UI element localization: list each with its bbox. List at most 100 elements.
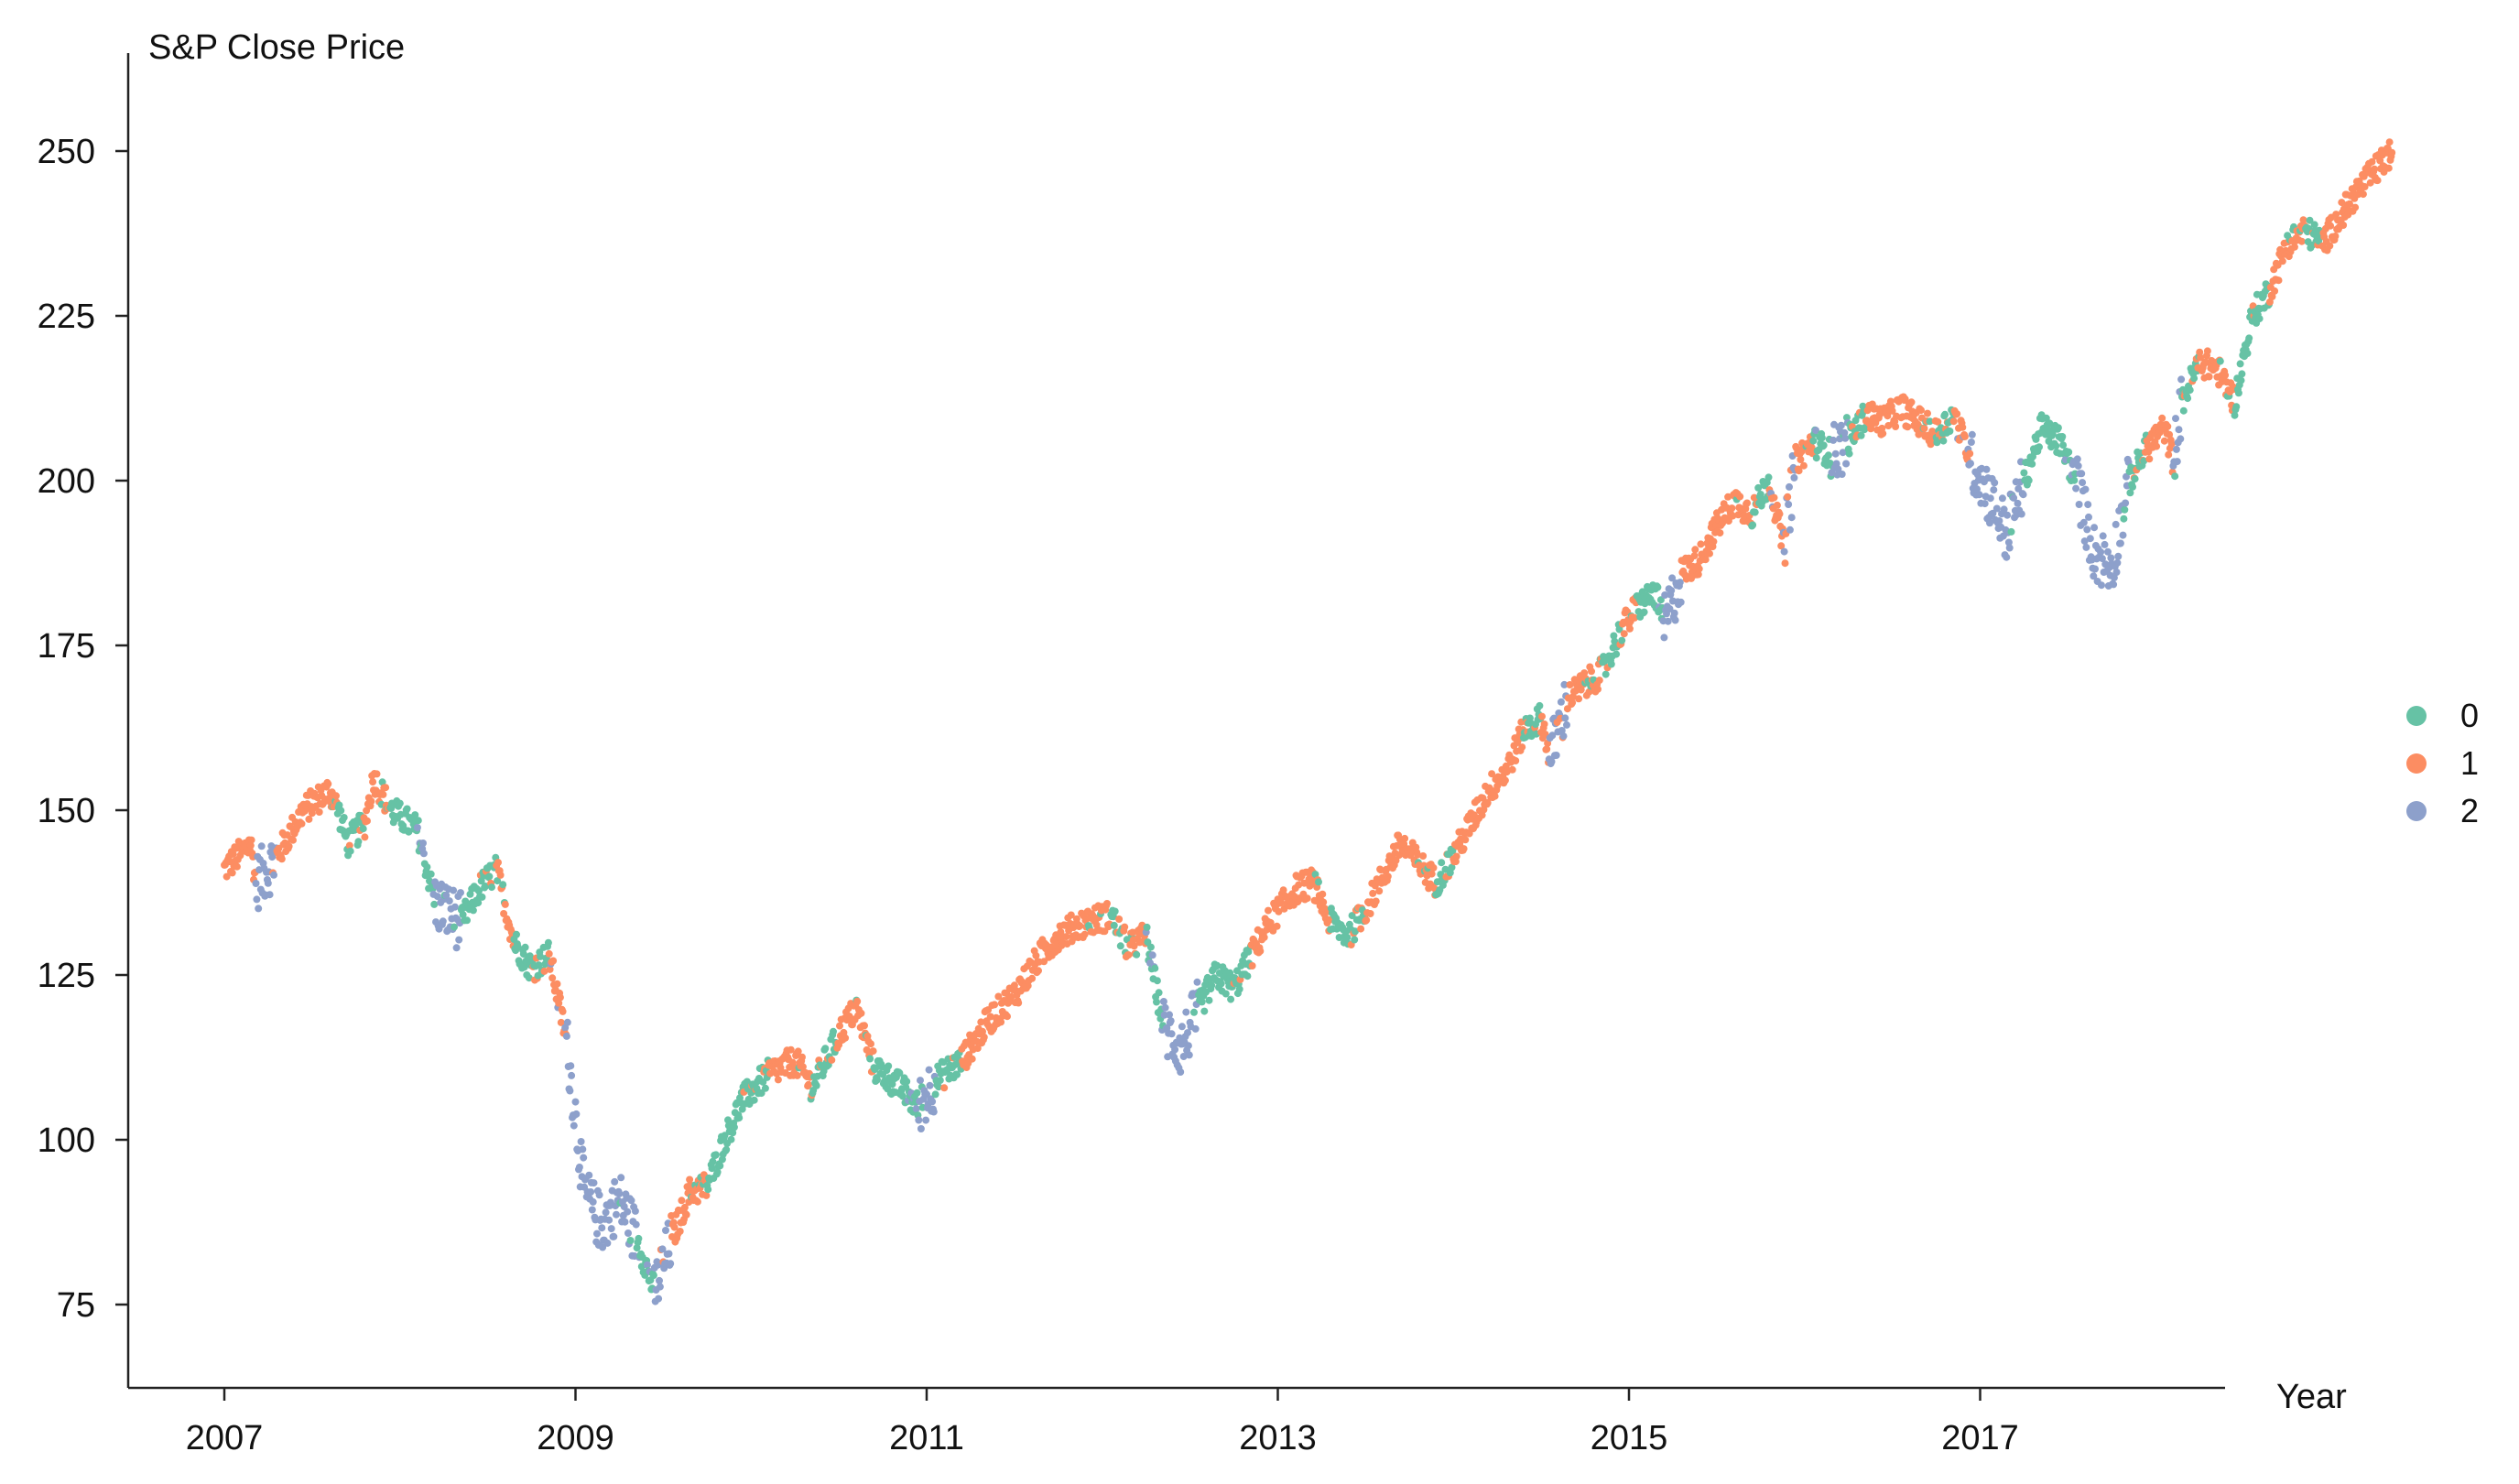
scatter-point <box>1924 409 1931 417</box>
scatter-point <box>559 1007 567 1015</box>
scatter-point <box>379 790 387 798</box>
scatter-point <box>1973 485 1981 493</box>
scatter-point <box>2297 237 2306 245</box>
scatter-point <box>2172 415 2179 423</box>
scatter-point <box>2112 569 2121 576</box>
scatter-point <box>743 1078 751 1086</box>
scatter-point <box>354 838 363 846</box>
scatter-point <box>577 1138 585 1145</box>
x-tick-label: 2011 <box>889 1419 964 1457</box>
scatter-point <box>2059 441 2068 450</box>
scatter-point <box>828 1056 836 1064</box>
scatter-point <box>2221 371 2230 379</box>
scatter-point <box>928 1098 937 1106</box>
scatter-point <box>566 1087 574 1095</box>
scatter-point <box>1518 743 1526 752</box>
scatter-point <box>1695 565 1703 573</box>
scatter-point <box>2065 448 2073 456</box>
scatter-point <box>419 839 427 847</box>
scatter-point <box>761 1084 769 1092</box>
scatter-point <box>1483 799 1492 807</box>
scatter-point <box>1372 897 1380 905</box>
scatter-point <box>1724 493 1732 501</box>
scatter-point <box>1949 417 1958 426</box>
scatter-point <box>1585 688 1593 696</box>
scatter-point <box>570 1121 578 1130</box>
scatter-point <box>1832 460 1840 468</box>
scatter-point <box>1879 429 1887 438</box>
scatter-point <box>589 1197 597 1206</box>
scatter-point <box>1989 509 1997 517</box>
scatter-point <box>885 1062 893 1070</box>
scatter-point <box>2003 553 2011 561</box>
scatter-point <box>738 1105 746 1113</box>
scatter-point <box>405 828 413 836</box>
scatter-point <box>2171 472 2179 481</box>
scatter-point <box>1917 406 1925 415</box>
scatter-point <box>903 1078 911 1086</box>
scatter-point <box>658 1245 667 1253</box>
scatter-point <box>2275 276 2283 285</box>
scatter-point <box>1315 878 1322 886</box>
scatter-point <box>537 952 545 960</box>
scatter-point <box>478 893 486 901</box>
scatter-point <box>656 1283 664 1291</box>
scatter-point <box>2232 403 2241 411</box>
scatter-point <box>1177 1068 1185 1076</box>
scatter-point <box>1167 1030 1176 1038</box>
scatter-point <box>1449 847 1457 855</box>
scatter-point <box>1028 974 1037 982</box>
scatter-point <box>1777 542 1786 550</box>
scatter-point <box>1808 443 1816 451</box>
scatter-point <box>324 780 332 788</box>
scatter-point <box>2090 524 2099 532</box>
scatter-point <box>540 967 548 975</box>
scatter-point <box>1967 439 1975 446</box>
scatter-point <box>588 1206 596 1214</box>
scatter-point <box>1809 437 1818 445</box>
scatter-point <box>2331 233 2340 240</box>
scatter-point <box>1975 491 1983 499</box>
scatter-point <box>1780 547 1788 556</box>
scatter-point <box>1559 732 1568 741</box>
scatter-point <box>1773 501 1781 509</box>
scatter-point <box>442 891 451 899</box>
scatter-point <box>2083 525 2091 534</box>
scatter-point <box>270 871 277 879</box>
scatter-point <box>678 1197 686 1205</box>
scatter-point <box>457 889 464 897</box>
y-tick-label: 250 <box>38 133 95 171</box>
scatter-point <box>337 807 345 815</box>
scatter-point <box>1960 432 1969 440</box>
scatter-point <box>602 1208 610 1217</box>
scatter-point <box>593 1229 601 1238</box>
scatter-point <box>414 817 422 825</box>
scatter-point <box>931 1090 939 1099</box>
data-points <box>221 138 2396 1305</box>
scatter-point <box>568 1071 576 1079</box>
scatter-point <box>611 1177 619 1186</box>
scatter-point <box>555 999 563 1007</box>
scatter-point <box>2306 216 2314 224</box>
scatter-point <box>488 883 495 892</box>
scatter-point <box>1217 980 1225 988</box>
scatter-point <box>2186 386 2194 395</box>
scatter-point <box>1221 990 1230 998</box>
scatter-point <box>953 1070 961 1078</box>
scatter-point <box>821 1045 830 1053</box>
scatter-point <box>708 1164 716 1173</box>
scatter-point <box>1335 934 1343 941</box>
scatter-point <box>1182 1008 1190 1016</box>
scatter-point <box>1536 701 1544 710</box>
scatter-point <box>1148 951 1156 959</box>
scatter-point <box>2074 461 2082 470</box>
scatter-point <box>257 842 266 850</box>
scatter-point <box>1265 906 1272 915</box>
scatter-point <box>544 938 552 947</box>
scatter-point <box>571 1098 580 1106</box>
scatter-point <box>2110 580 2118 589</box>
scatter-point <box>727 1135 735 1143</box>
scatter-point <box>2098 555 2106 563</box>
scatter-point <box>757 1089 765 1098</box>
